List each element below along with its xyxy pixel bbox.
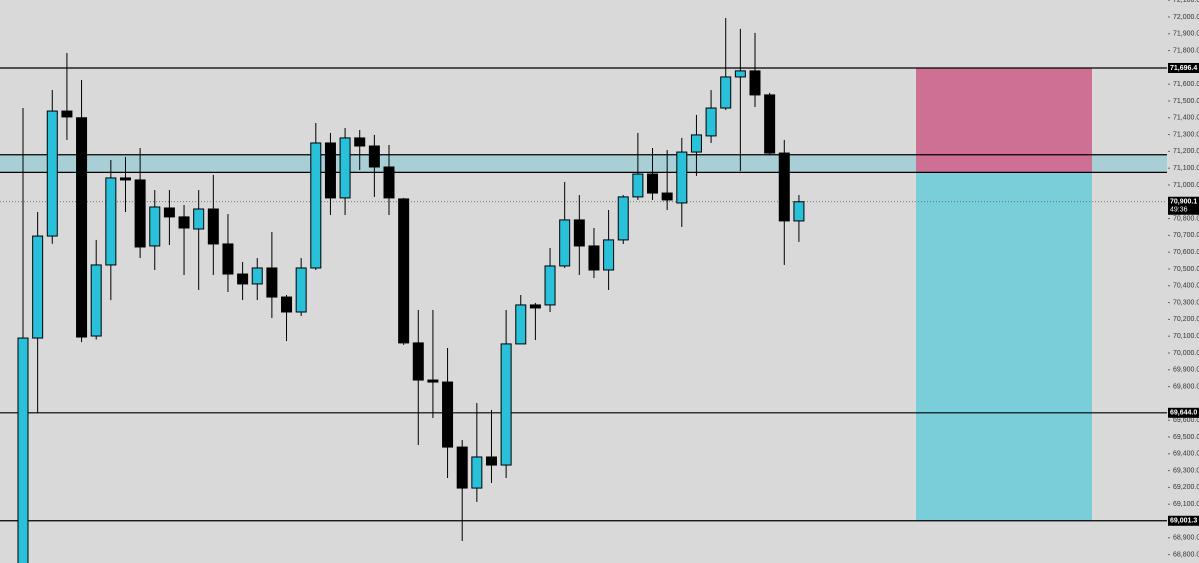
y-tick-label: 71,900.0: [1173, 31, 1199, 38]
y-tick-label: 70,600.0: [1173, 249, 1199, 256]
candle-body: [266, 267, 278, 298]
candle-body: [295, 267, 307, 313]
level-label-box: [1168, 407, 1199, 418]
stop-zone: [916, 67, 1092, 173]
y-tick-label: 71,600.0: [1173, 81, 1199, 88]
y-tick-label: 71,000.0: [1173, 182, 1199, 189]
candle-body: [720, 76, 732, 109]
candle-body: [412, 342, 424, 381]
candle-body: [793, 201, 805, 222]
y-tick-label: 69,200.0: [1173, 484, 1199, 491]
candle-body: [90, 264, 102, 337]
candle-body: [207, 208, 219, 245]
candle-body: [734, 70, 746, 78]
y-tick-label: 71,100.0: [1173, 165, 1199, 172]
candle-body: [764, 94, 776, 154]
y-tick-label: 69,800.0: [1173, 383, 1199, 390]
level-label: 69,644.0: [1170, 410, 1197, 417]
candle-body: [281, 296, 293, 313]
y-tick-label: 71,500.0: [1173, 98, 1199, 105]
y-tick-label: 70,800.0: [1173, 215, 1199, 222]
y-tick-label: 70,000.0: [1173, 350, 1199, 357]
level-label-box: [1168, 515, 1199, 526]
y-tick-label: 71,200.0: [1173, 148, 1199, 155]
countdown: 49:36: [1170, 207, 1188, 214]
y-tick-label: 69,300.0: [1173, 467, 1199, 474]
y-tick-label: 69,100.0: [1173, 501, 1199, 508]
y-tick-label: 70,100.0: [1173, 333, 1199, 340]
candle-body: [61, 110, 73, 118]
candle-body: [647, 173, 659, 194]
level-label: 71,696.4: [1170, 65, 1197, 72]
candle-body: [105, 177, 117, 266]
candle-body: [500, 343, 512, 466]
candle-body: [251, 267, 263, 285]
candle-body: [178, 216, 190, 229]
candle-body: [119, 177, 131, 181]
last-price-box: [1168, 196, 1199, 215]
candle-body: [676, 151, 688, 204]
level-label-box: [1168, 62, 1199, 73]
candle-body: [354, 137, 366, 147]
candle-body: [237, 273, 249, 285]
candle-body: [427, 379, 439, 383]
candle-body: [544, 265, 556, 306]
candle-body: [222, 243, 234, 275]
candle-body: [193, 208, 205, 230]
candle-body: [398, 198, 410, 344]
candle-body: [690, 134, 702, 153]
candle-body: [778, 152, 790, 222]
candle-body: [76, 117, 88, 338]
candle-body: [749, 70, 761, 96]
y-tick-label: 72,100.0: [1173, 0, 1199, 4]
y-tick-label: 71,800.0: [1173, 47, 1199, 54]
y-tick-label: 68,800.0: [1173, 551, 1199, 558]
level-label: 69,001.3: [1170, 518, 1197, 525]
y-tick-label: 70,400.0: [1173, 283, 1199, 290]
candle-body: [588, 245, 600, 271]
candle-body: [324, 142, 336, 199]
candle-body: [515, 304, 527, 345]
y-tick-label: 68,900.0: [1173, 535, 1199, 542]
candle-body: [339, 137, 351, 199]
candle-body: [617, 196, 629, 241]
y-tick-label: 69,900.0: [1173, 367, 1199, 374]
target-zone: [916, 172, 1092, 521]
candle-body: [163, 207, 175, 218]
candle-body: [32, 235, 44, 339]
zone-band: [0, 154, 1167, 173]
y-tick-label: 71,400.0: [1173, 115, 1199, 122]
y-tick-label: 70,300.0: [1173, 299, 1199, 306]
y-tick-label: 69,600.0: [1173, 417, 1199, 424]
candle-body: [529, 304, 541, 309]
candle-body: [471, 456, 483, 489]
candle-body: [603, 239, 615, 271]
last-price-label: 70,900.1: [1170, 199, 1197, 206]
y-tick-label: 72,000.0: [1173, 14, 1199, 21]
y-tick-label: 70,500.0: [1173, 266, 1199, 273]
candle-body: [485, 456, 497, 466]
candle-body: [442, 381, 454, 448]
candle-body: [632, 173, 644, 198]
candle-body: [149, 206, 161, 247]
candle-body: [134, 179, 146, 248]
y-tick-label: 69,500.0: [1173, 434, 1199, 441]
y-tick-label: 71,300.0: [1173, 131, 1199, 138]
y-tick-label: 70,700.0: [1173, 232, 1199, 239]
candle-body: [46, 110, 58, 237]
candle-body: [705, 107, 717, 137]
candle-body: [310, 142, 322, 269]
y-tick-label: 70,200.0: [1173, 316, 1199, 323]
candle-body: [383, 166, 395, 199]
candle-body: [456, 446, 468, 489]
y-tick-label: 69,400.0: [1173, 451, 1199, 458]
candle-body: [661, 192, 673, 201]
candle-body: [17, 337, 29, 563]
candle-body: [368, 145, 380, 168]
candle-body: [573, 219, 585, 247]
candle-body: [559, 219, 571, 267]
